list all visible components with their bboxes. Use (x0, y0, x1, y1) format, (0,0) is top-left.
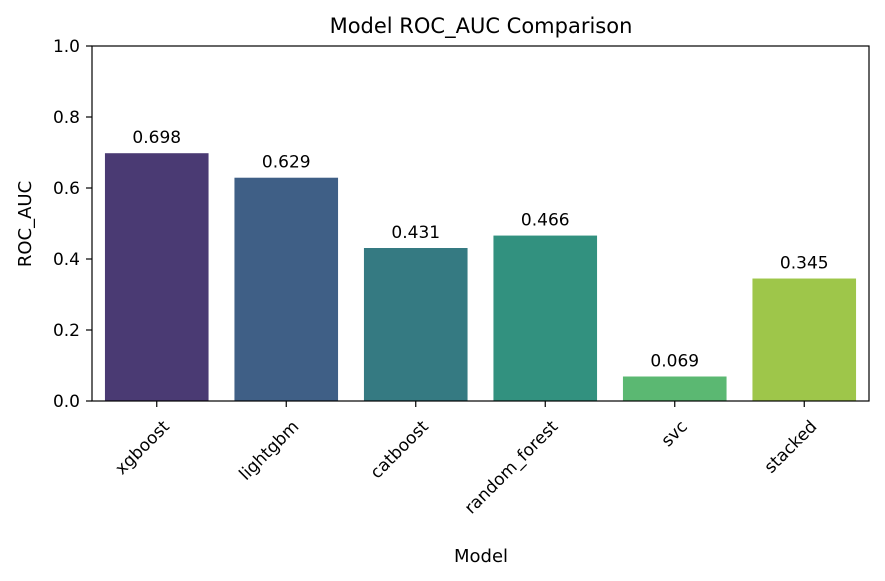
value-label-xgboost: 0.698 (132, 128, 181, 148)
y-tick-label: 1.0 (53, 37, 80, 57)
x-axis-label: Model (454, 546, 508, 567)
bar-catboost (363, 248, 468, 401)
y-axis: 0.0 0.2 0.4 0.6 0.8 1.0 (53, 37, 92, 412)
value-labels-group: 0.698 0.629 0.431 0.466 0.069 0.345 (132, 128, 828, 371)
value-label-stacked: 0.345 (780, 254, 829, 274)
value-label-catboost: 0.431 (391, 223, 440, 243)
value-label-svc: 0.069 (650, 352, 699, 372)
y-tick-label: 0.2 (53, 321, 80, 341)
value-label-random-forest: 0.466 (521, 211, 570, 231)
chart-title: Model ROC_AUC Comparison (330, 14, 633, 39)
value-label-lightgbm: 0.629 (262, 153, 311, 173)
bar-random-forest (493, 235, 598, 401)
y-tick-label: 0.4 (53, 250, 80, 270)
bars-group (104, 153, 857, 401)
bar-xgboost (104, 153, 209, 401)
y-axis-label: ROC_AUC (15, 181, 36, 267)
bar-lightgbm (234, 177, 339, 401)
y-tick-label: 0.6 (53, 179, 80, 199)
y-tick-label: 0.8 (53, 108, 80, 128)
bar-svc (622, 376, 727, 401)
y-tick-label: 0.0 (53, 392, 80, 412)
bar-stacked (752, 278, 857, 401)
plot-frame (91, 45, 870, 402)
